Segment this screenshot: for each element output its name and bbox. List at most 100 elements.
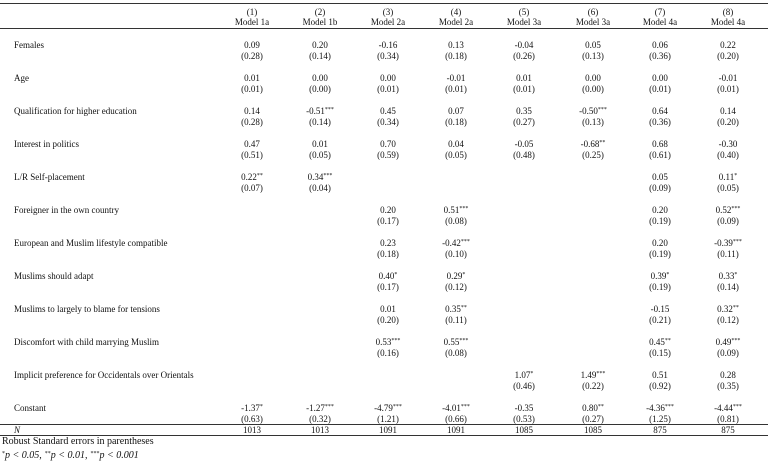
coef-value: 0.80 [582,403,598,413]
coef-value: 0.11 [718,172,735,182]
coef-value: 0.51 [652,370,668,380]
standard-error: (0.46) [513,381,535,391]
standard-error: (0.17) [377,216,399,226]
column-number: (8) [722,7,734,17]
coefficient: -0.39*** [714,238,742,248]
coefficient: 0.51*** [444,205,469,215]
standard-error: (0.11) [717,249,739,259]
coefficient: 0.45 [380,106,396,116]
coef-value: 0.28 [720,370,736,380]
standard-error: (0.19) [649,282,671,292]
coefficient: -0.01 [447,73,466,83]
row-label: Interest in politics [14,139,79,149]
coef-value: 0.09 [244,40,260,50]
n-value: 1085 [515,425,533,435]
standard-error: (0.19) [649,216,671,226]
coef-value: 0.01 [312,139,328,149]
n-value: 875 [653,425,667,435]
standard-error: (0.01) [717,84,739,94]
coef-value: -4.36 [646,403,665,413]
coef-value: 0.01 [516,73,532,83]
coef-value: -0.39 [714,238,733,248]
significance-stars: ** [664,338,671,344]
column-model: Model 3a [575,17,611,27]
standard-error: (0.13) [582,51,604,61]
coefficient: 0.64 [652,106,668,116]
coefficient: 0.51 [652,370,668,380]
coefficient: -4.36*** [646,403,674,413]
note-text: p < 0.001 [99,450,139,461]
coefficient: 0.01 [516,73,532,83]
n-value: 1091 [447,425,465,435]
coef-value: 0.55 [443,337,460,347]
standard-error: (0.21) [649,315,671,325]
coef-value: 0.07 [448,106,464,116]
standard-error: (0.63) [241,414,263,424]
column-model: Model 1b [302,17,338,27]
coef-value: 1.07 [514,370,531,380]
coef-value: -0.01 [718,73,738,83]
standard-error: (0.09) [717,216,739,226]
coef-value: 0.01 [380,304,396,314]
coefficient: 0.68 [652,139,668,149]
coefficient: 0.00 [312,73,328,83]
note-text: p < 0.05, [5,450,42,461]
coefficient: 1.07* [515,370,534,380]
significance-stars: * [734,272,738,278]
column-number: (4) [450,7,462,17]
coefficient: 0.20 [312,40,328,50]
standard-error: (0.20) [717,117,739,127]
coef-value: -0.05 [514,139,534,149]
coefficient: -0.42*** [442,238,470,248]
coefficient: 0.20 [380,205,396,215]
coefficient: 0.06 [652,40,668,50]
coef-value: -0.35 [514,403,534,413]
coefficient: -4.44*** [714,403,742,413]
standard-error: (0.25) [582,150,604,160]
standard-error: (0.00) [309,84,331,94]
coef-value: 0.53 [375,337,392,347]
header-rule [0,28,768,29]
standard-error: (0.36) [649,51,671,61]
coef-value: 0.20 [652,238,668,248]
coefficient: 0.09 [244,40,260,50]
coefficient: 0.40* [379,271,398,281]
coef-value: -0.42 [442,238,461,248]
coefficient: 0.01 [380,304,396,314]
coef-value: 0.05 [652,172,668,182]
note-significance: *p < 0.05, **p < 0.01, ***p < 0.001 [2,451,142,461]
standard-error: (0.18) [445,51,467,61]
coefficient: 0.23 [380,238,396,248]
significance-stars: *** [324,107,334,113]
coefficient: -0.16 [379,40,398,50]
standard-error: (0.08) [445,216,467,226]
row-label: L/R Self-placement [14,172,85,182]
coefficient: 0.35 [516,106,532,116]
coefficient: 0.13 [448,40,464,50]
row-label: Constant [14,403,47,413]
coef-value: -0.50 [579,106,598,116]
coef-value: -0.51 [306,106,325,116]
coefficient: 0.11* [719,172,737,182]
coefficient: 0.34*** [308,172,333,182]
standard-error: (0.81) [717,414,739,424]
significance-stars: *** [731,206,741,212]
standard-error: (0.27) [513,117,535,127]
coefficient: 0.29* [447,271,466,281]
column-number: (7) [654,7,666,17]
n-value: 1085 [584,425,602,435]
coefficient: -4.79*** [374,403,402,413]
coefficient: -0.35 [515,403,534,413]
row-label: Qualification for higher education [14,106,137,116]
column-model: Model 3a [506,17,542,27]
coefficient: 0.22 [720,40,736,50]
standard-error: (0.34) [377,51,399,61]
coefficient: 1.49*** [581,370,606,380]
coef-value: 0.13 [448,40,464,50]
coefficient: 0.20 [652,205,668,215]
standard-error: (0.66) [445,414,467,424]
standard-error: (0.18) [445,117,467,127]
coefficient: -0.04 [515,40,534,50]
n-label: N [14,425,21,435]
coef-value: 0.64 [652,106,668,116]
